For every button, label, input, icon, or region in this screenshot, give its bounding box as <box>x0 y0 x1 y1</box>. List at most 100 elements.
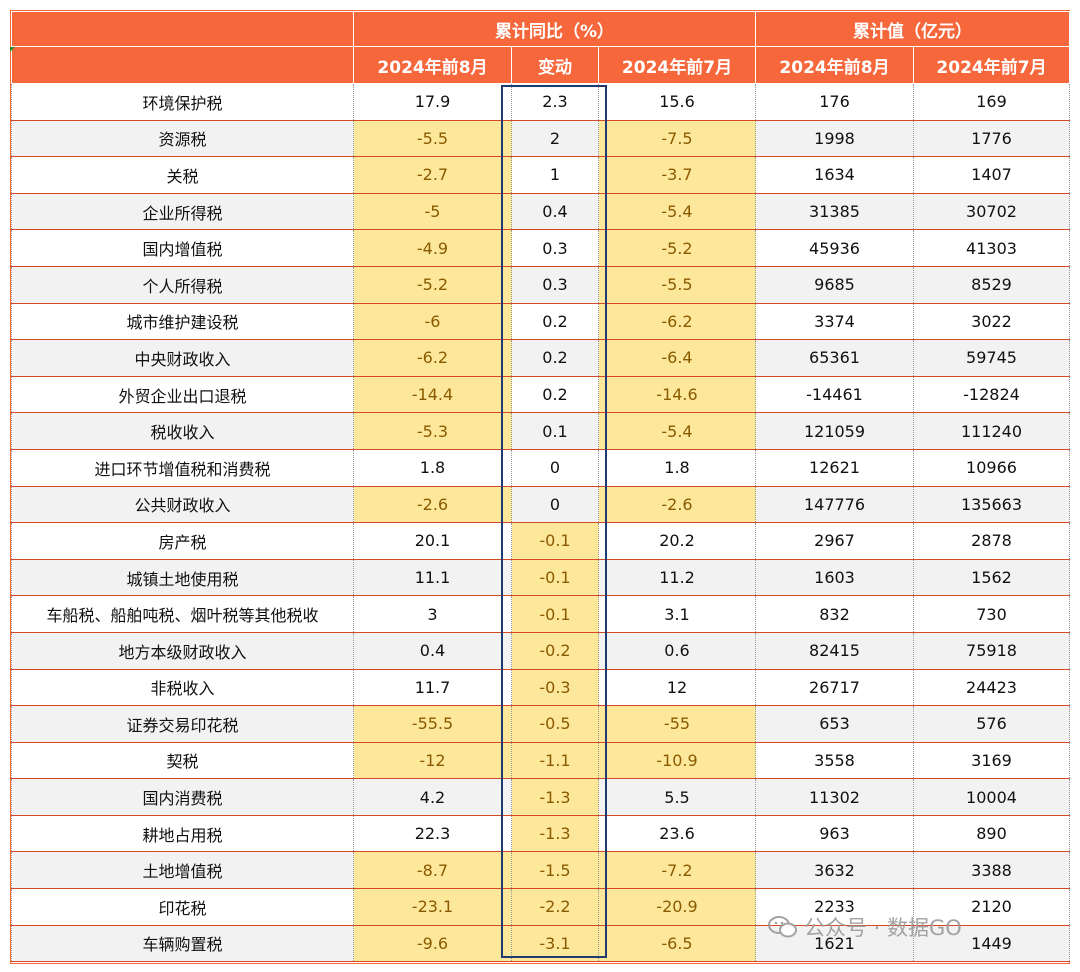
cell-val-aug: 121059 <box>755 412 914 450</box>
cell-val-jul: 111240 <box>913 412 1070 450</box>
cell-val-jul: 2878 <box>913 522 1070 560</box>
cell-change: -0.1 <box>511 558 599 597</box>
row-name: 个人所得税 <box>11 265 354 304</box>
row-name: 土地增值税 <box>11 851 354 890</box>
table-row: 环境保护税 17.9 2.3 15.6 176 169 <box>11 83 1070 121</box>
cell-change: -3.1 <box>511 924 599 963</box>
cell-val-jul: 8529 <box>913 265 1070 304</box>
cell-yoy-jul: 23.6 <box>598 814 756 853</box>
cell-yoy-jul: -14.6 <box>598 375 756 414</box>
table-row: 契税 -12 -1.1 -10.9 3558 3169 <box>11 741 1070 780</box>
watermark: 公众号 · 数据GO <box>768 912 962 942</box>
table-row: 耕地占用税 22.3 -1.3 23.6 963 890 <box>11 814 1070 853</box>
row-name: 中央财政收入 <box>11 339 354 377</box>
table-row: 印花税 -23.1 -2.2 -20.9 2233 2120 <box>11 888 1070 926</box>
cell-val-jul: 576 <box>913 705 1070 743</box>
cell-val-aug: 11302 <box>755 778 914 816</box>
table-row: 关税 -2.7 1 -3.7 1634 1407 <box>11 156 1070 194</box>
row-name: 车船税、船舶吨税、烟叶税等其他税收 <box>11 595 354 633</box>
cell-change: -1.3 <box>511 814 599 853</box>
row-name: 企业所得税 <box>11 192 354 231</box>
table-row: 城镇土地使用税 11.1 -0.1 11.2 1603 1562 <box>11 558 1070 597</box>
cell-val-jul: 1449 <box>913 924 1070 963</box>
table-row: 中央财政收入 -6.2 0.2 -6.4 65361 59745 <box>11 339 1070 377</box>
cell-val-aug: 65361 <box>755 339 914 377</box>
table-row: 车辆购置税 -9.6 -3.1 -6.5 1621 1449 <box>11 924 1070 963</box>
cell-yoy-aug: -8.7 <box>353 851 512 890</box>
cell-val-jul: 3022 <box>913 302 1070 341</box>
table-row: 房产税 20.1 -0.1 20.2 2967 2878 <box>11 522 1070 560</box>
header-group-value: 累计值（亿元） <box>755 11 1070 47</box>
cell-val-aug: 832 <box>755 595 914 633</box>
row-name: 公共财政收入 <box>11 485 354 524</box>
cell-val-aug: 31385 <box>755 192 914 231</box>
cell-change: 0 <box>511 485 599 524</box>
cell-yoy-jul: -3.7 <box>598 156 756 194</box>
cell-change: 0.4 <box>511 192 599 231</box>
cell-yoy-aug: 22.3 <box>353 814 512 853</box>
table-row: 证券交易印花税 -55.5 -0.5 -55 653 576 <box>11 705 1070 743</box>
cell-change: -1.1 <box>511 741 599 780</box>
revenue-table: 累计同比（%） 累计值（亿元） 2024年前8月 变动 2024年前7月 202… <box>11 11 1070 963</box>
cell-yoy-jul: -6.5 <box>598 924 756 963</box>
cell-val-jul: 59745 <box>913 339 1070 377</box>
cell-yoy-aug: 20.1 <box>353 522 512 560</box>
table-body: 环境保护税 17.9 2.3 15.6 176 169 资源税 -5.5 2 -7.5 1998 17… <box>11 83 1070 963</box>
row-name: 国内消费税 <box>11 778 354 816</box>
cell-change: 2.3 <box>511 83 599 121</box>
cell-yoy-aug: -5 <box>353 192 512 231</box>
cell-change: -0.1 <box>511 595 599 633</box>
row-name: 房产税 <box>11 522 354 560</box>
cell-change: 0.3 <box>511 229 599 267</box>
row-name: 非税收入 <box>11 668 354 707</box>
cell-yoy-jul: 12 <box>598 668 756 707</box>
cell-change: -2.2 <box>511 888 599 926</box>
cell-yoy-aug: -2.7 <box>353 156 512 194</box>
cell-val-jul: 1562 <box>913 558 1070 597</box>
cell-val-aug: 9685 <box>755 265 914 304</box>
cell-change: 2 <box>511 119 599 158</box>
cell-yoy-aug: 1.8 <box>353 448 512 487</box>
cell-val-aug: 1603 <box>755 558 914 597</box>
cell-val-aug: 2967 <box>755 522 914 560</box>
cell-val-jul: 135663 <box>913 485 1070 524</box>
cell-yoy-aug: -2.6 <box>353 485 512 524</box>
cell-yoy-aug: -6.2 <box>353 339 512 377</box>
cell-yoy-jul: 0.6 <box>598 631 756 670</box>
row-name: 地方本级财政收入 <box>11 631 354 670</box>
header-group-yoy: 累计同比（%） <box>353 11 756 47</box>
table-row: 外贸企业出口退税 -14.4 0.2 -14.6 -14461 -12824 <box>11 375 1070 414</box>
row-name: 车辆购置税 <box>11 924 354 963</box>
revenue-table-container: 累计同比（%） 累计值（亿元） 2024年前8月 变动 2024年前7月 202… <box>10 10 1070 964</box>
watermark-text: 公众号 · 数据GO <box>804 916 962 940</box>
cell-val-jul: 1776 <box>913 119 1070 158</box>
cell-val-aug: 2233 <box>755 888 914 926</box>
cell-yoy-jul: 11.2 <box>598 558 756 597</box>
cell-change: 0 <box>511 448 599 487</box>
cell-yoy-aug: -4.9 <box>353 229 512 267</box>
cell-val-aug: 3558 <box>755 741 914 780</box>
table-row: 非税收入 11.7 -0.3 12 26717 24423 <box>11 668 1070 707</box>
cell-yoy-aug: 0.4 <box>353 631 512 670</box>
cell-yoy-aug: 11.7 <box>353 668 512 707</box>
cell-yoy-aug: -5.5 <box>353 119 512 158</box>
cell-yoy-aug: -14.4 <box>353 375 512 414</box>
cell-yoy-aug: -5.2 <box>353 265 512 304</box>
cell-val-aug: 12621 <box>755 448 914 487</box>
cell-yoy-aug: -9.6 <box>353 924 512 963</box>
cell-change: 0.2 <box>511 302 599 341</box>
row-name: 环境保护税 <box>11 83 354 121</box>
cell-val-aug: 963 <box>755 814 914 853</box>
table-row: 进口环节增值税和消费税 1.8 0 1.8 12621 10966 <box>11 448 1070 487</box>
cell-yoy-jul: 5.5 <box>598 778 756 816</box>
table-row: 个人所得税 -5.2 0.3 -5.5 9685 8529 <box>11 265 1070 304</box>
cell-yoy-aug: -6 <box>353 302 512 341</box>
cell-yoy-jul: -6.4 <box>598 339 756 377</box>
header-col-yoy-jul: 2024年前7月 <box>598 46 756 84</box>
row-name: 印花税 <box>11 888 354 926</box>
table-row: 税收收入 -5.3 0.1 -5.4 121059 111240 <box>11 412 1070 450</box>
table-row: 企业所得税 -5 0.4 -5.4 31385 30702 <box>11 192 1070 231</box>
cell-yoy-jul: -5.2 <box>598 229 756 267</box>
cell-yoy-jul: -7.5 <box>598 119 756 158</box>
row-name: 税收收入 <box>11 412 354 450</box>
